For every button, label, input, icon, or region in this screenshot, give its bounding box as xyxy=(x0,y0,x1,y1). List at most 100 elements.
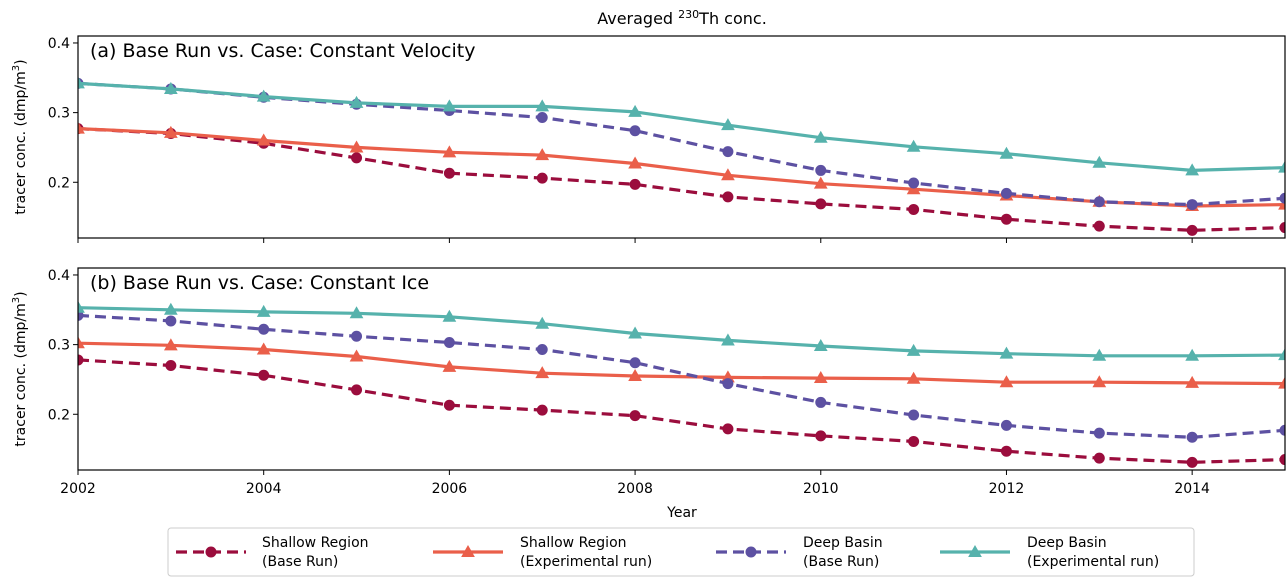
data-point xyxy=(721,333,735,346)
data-point xyxy=(1093,452,1105,464)
series-4 xyxy=(78,76,1285,176)
data-point xyxy=(908,177,920,189)
x-tick-label: 2006 xyxy=(432,481,468,497)
data-point xyxy=(78,121,85,134)
data-point xyxy=(1092,348,1107,361)
data-point xyxy=(906,343,921,356)
x-tick-label: 2014 xyxy=(1174,481,1210,497)
y-axis-label-main: tracer conc. (dmp/m xyxy=(13,303,29,446)
data-point xyxy=(906,139,921,152)
data-point xyxy=(258,323,270,335)
y-tick-label: 0.3 xyxy=(48,338,70,354)
data-point xyxy=(1093,220,1105,232)
data-point xyxy=(1000,187,1012,199)
data-point xyxy=(1186,431,1198,443)
data-point xyxy=(443,337,455,349)
data-point xyxy=(78,76,85,89)
data-point xyxy=(628,368,642,381)
series-2 xyxy=(78,336,1285,389)
x-axis-label: Year xyxy=(666,505,697,521)
data-point xyxy=(815,396,827,408)
data-point xyxy=(78,336,85,349)
data-point xyxy=(813,339,828,352)
legend-marker xyxy=(968,544,982,557)
y-axis-label-superscript: 3 xyxy=(11,297,22,303)
x-tick-label: 2012 xyxy=(989,481,1025,497)
data-point xyxy=(349,95,364,108)
figure-title-main: Averaged xyxy=(597,9,678,28)
panel-a: 0.2 0.3 0.4 (a) Base Run vs. Case: Constant… xyxy=(11,35,1286,243)
data-point xyxy=(351,384,363,396)
data-point xyxy=(442,99,457,112)
data-point xyxy=(351,152,363,164)
series-line xyxy=(78,127,1285,232)
data-point xyxy=(999,375,1014,388)
data-point xyxy=(813,176,828,189)
panel-title: (a) Base Run vs. Case: Constant Velocity xyxy=(90,40,475,62)
y-tick-label: 0.4 xyxy=(48,36,70,52)
data-point xyxy=(722,146,734,158)
series-line xyxy=(78,81,1285,172)
legend-label-line1: Deep Basin xyxy=(1027,535,1107,551)
data-point xyxy=(722,423,734,435)
data-point xyxy=(721,168,735,181)
data-point xyxy=(163,302,178,315)
series-4 xyxy=(78,300,1285,361)
data-point xyxy=(349,140,364,153)
data-point xyxy=(629,410,641,422)
data-point xyxy=(163,125,178,138)
data-point xyxy=(722,191,734,203)
data-point xyxy=(815,198,827,210)
data-point xyxy=(906,371,921,384)
data-point xyxy=(1186,456,1198,468)
data-point xyxy=(443,167,455,179)
y-axis-label-end: ) xyxy=(13,59,29,64)
data-point xyxy=(813,371,828,384)
x-tick-label: 2004 xyxy=(246,481,282,497)
data-point xyxy=(628,326,642,339)
data-point xyxy=(1186,224,1198,236)
series-line xyxy=(78,306,1285,358)
legend-item-3: Deep Basin (Base Run) xyxy=(716,535,883,570)
y-tick-label: 0.2 xyxy=(48,407,70,423)
data-point xyxy=(78,300,85,313)
data-point xyxy=(813,130,828,143)
data-point xyxy=(349,306,364,319)
data-point xyxy=(443,399,455,411)
data-point xyxy=(1186,199,1198,211)
figure-title-superscript: 230 xyxy=(678,8,699,21)
data-point xyxy=(165,315,177,327)
x-tick-label: 2008 xyxy=(617,481,653,497)
data-point xyxy=(628,104,642,117)
x-tick-label: 2002 xyxy=(60,481,96,497)
legend-item-1: Shallow Region (Base Run) xyxy=(176,535,369,570)
data-point xyxy=(1279,454,1285,466)
data-point xyxy=(1000,213,1012,225)
data-point xyxy=(1278,348,1285,361)
series-line xyxy=(78,358,1285,464)
data-point xyxy=(908,203,920,215)
data-point xyxy=(165,360,177,372)
data-point xyxy=(349,349,364,362)
series-1 xyxy=(78,354,1285,468)
y-tick-label: 0.2 xyxy=(48,175,70,191)
data-point xyxy=(442,145,457,158)
data-point xyxy=(1185,375,1200,388)
data-point xyxy=(629,125,641,137)
data-point xyxy=(629,357,641,369)
data-point xyxy=(258,369,270,381)
data-point xyxy=(442,359,457,372)
data-point xyxy=(906,182,921,195)
data-point xyxy=(163,81,178,94)
data-point xyxy=(721,118,735,131)
data-point xyxy=(1185,163,1200,176)
data-point xyxy=(629,178,641,190)
legend-label-line2: (Experimental run) xyxy=(520,554,652,570)
legend-label-line1: Shallow Region xyxy=(520,535,627,551)
legend-label-line2: (Base Run) xyxy=(803,554,879,570)
legend-label-line2: (Base Run) xyxy=(262,554,338,570)
legend-marker xyxy=(205,546,217,558)
data-point xyxy=(163,338,178,351)
data-point xyxy=(999,146,1014,159)
